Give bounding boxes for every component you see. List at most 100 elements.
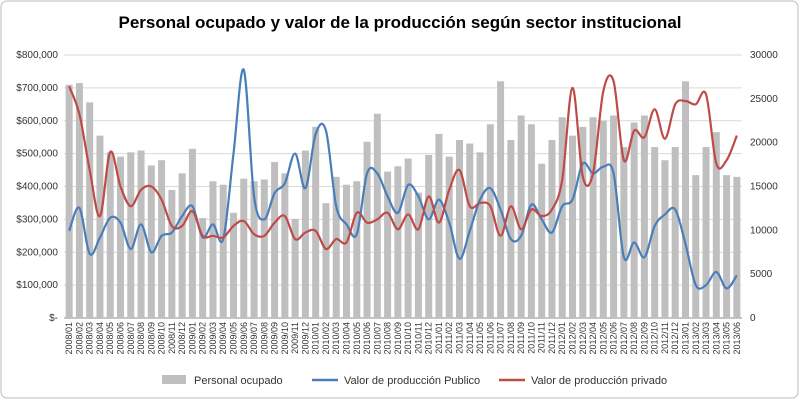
x-tick-label: 2008/03 — [85, 322, 95, 355]
x-tick-label: 2012/03 — [578, 322, 588, 355]
bar — [558, 117, 566, 318]
bar — [497, 81, 505, 318]
bar — [589, 117, 597, 318]
x-tick-label: 2008/01 — [64, 322, 74, 355]
x-tick-label: 2012/05 — [598, 322, 608, 355]
bar — [527, 124, 535, 318]
x-tick-label: 2010/07 — [372, 322, 382, 355]
bar — [486, 124, 494, 318]
x-tick-label: 2012/04 — [588, 322, 598, 355]
bar — [435, 133, 443, 318]
bar — [548, 140, 556, 318]
bar — [363, 141, 371, 318]
x-tick-label: 2011/01 — [434, 322, 444, 354]
x-tick-label: 2010/11 — [413, 322, 423, 354]
y2-tick-label: 15000 — [750, 182, 778, 193]
x-tick-label: 2008/05 — [105, 322, 115, 355]
x-tick-label: 2011/03 — [455, 322, 465, 354]
y2-tick-label: 0 — [750, 313, 756, 324]
bar — [651, 147, 659, 318]
bar — [199, 218, 207, 318]
x-tick-label: 2008/06 — [116, 322, 126, 355]
bar — [404, 158, 412, 318]
x-tick-label: 2012/12 — [670, 322, 680, 355]
bar — [86, 102, 94, 318]
bar — [692, 175, 700, 318]
bar — [456, 140, 463, 318]
x-tick-label: 2013/02 — [691, 322, 701, 355]
x-tick-label: 2008/10 — [157, 322, 167, 355]
x-tick-label: 2011/06 — [485, 322, 495, 354]
bar — [250, 181, 258, 318]
bar — [312, 126, 320, 319]
bar — [230, 212, 237, 318]
y-tick-label: $500,000 — [16, 149, 58, 160]
bar — [168, 190, 176, 318]
bar — [209, 181, 217, 318]
legend-swatch — [162, 375, 186, 384]
x-tick-label: 2010/12 — [424, 322, 434, 355]
bar — [147, 165, 155, 318]
bar — [353, 181, 361, 318]
bar — [702, 147, 710, 318]
x-tick-label: 2011/07 — [496, 322, 506, 354]
x-tick-label: 2010/04 — [342, 322, 352, 355]
bar — [630, 122, 638, 319]
x-tick-label: 2010/01 — [311, 322, 321, 355]
x-tick-label: 2009/06 — [239, 322, 249, 355]
bar — [219, 184, 227, 318]
legend-label: Valor de producción privado — [531, 375, 667, 387]
x-tick-label: 2012/08 — [629, 322, 639, 355]
y-tick-label: $700,000 — [16, 83, 58, 94]
x-tick-label: 2011/05 — [475, 322, 485, 354]
bar — [425, 154, 433, 318]
y-tick-label: $800,000 — [16, 50, 58, 61]
y-tick-label: $- — [49, 313, 58, 324]
x-tick-label: 2008/12 — [177, 322, 187, 355]
x-tick-label: 2012/11 — [660, 322, 670, 354]
y2-tick-label: 5000 — [750, 269, 773, 280]
x-tick-label: 2011/02 — [444, 322, 454, 354]
bar — [640, 115, 648, 319]
bar — [322, 203, 330, 318]
y2-tick-label: 10000 — [750, 225, 778, 236]
bar — [301, 150, 309, 318]
x-tick-label: 2009/10 — [280, 322, 290, 355]
x-tick-label: 2011/04 — [465, 322, 475, 354]
x-tick-label: 2013/06 — [732, 322, 742, 355]
x-tick-label: 2011/09 — [516, 322, 526, 354]
bar — [96, 135, 104, 318]
bar — [569, 135, 576, 318]
y-tick-label: $400,000 — [16, 182, 58, 193]
bar — [394, 166, 402, 318]
bar — [661, 160, 669, 318]
x-tick-label: 2013/01 — [681, 322, 691, 355]
bar — [260, 179, 268, 318]
x-tick-label: 2008/02 — [74, 322, 84, 355]
bar — [682, 81, 689, 318]
bar — [476, 152, 484, 318]
x-tick-label: 2010/09 — [393, 322, 403, 355]
bar — [178, 173, 186, 318]
y-tick-label: $600,000 — [16, 116, 58, 127]
x-tick-label: 2011/10 — [526, 322, 536, 354]
y2-tick-label: 25000 — [750, 94, 778, 105]
bar — [158, 160, 166, 318]
legend-label: Valor de producción Publico — [344, 375, 480, 387]
bar — [610, 115, 618, 319]
x-tick-label: 2013/05 — [722, 322, 732, 355]
bar — [671, 147, 679, 318]
bar — [733, 176, 741, 318]
bar — [291, 218, 299, 318]
x-tick-label: 2008/09 — [146, 322, 156, 355]
x-tick-label: 2011/11 — [537, 322, 547, 353]
bar — [445, 156, 453, 318]
x-tick-label: 2010/06 — [362, 322, 372, 355]
x-tick-label: 2011/08 — [506, 322, 516, 354]
x-tick-label: 2009/07 — [249, 322, 259, 355]
x-tick-label: 2010/05 — [352, 322, 362, 355]
bar — [384, 171, 392, 318]
x-tick-label: 2008/07 — [126, 322, 136, 355]
line — [68, 74, 738, 251]
x-tick-label: 2008/11 — [167, 322, 177, 354]
